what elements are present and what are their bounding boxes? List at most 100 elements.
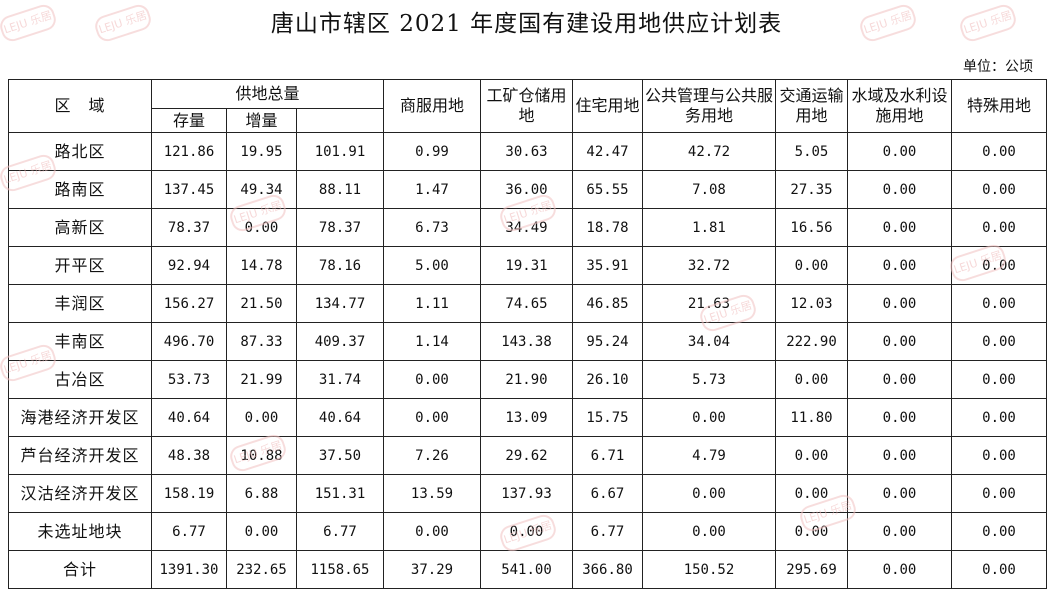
table-body: 路北区 121.86 19.95 101.91 0.99 30.63 42.47 42.72 5… [8,132,1047,589]
cell-region: 古冶区 [8,360,152,399]
cell-public: 34.04 [642,322,776,361]
cell-commercial: 0.00 [383,398,481,437]
cell-increase: 1158.65 [296,550,384,589]
cell-residential: 65.55 [572,170,643,209]
cell-increase: 88.11 [296,170,384,209]
header-commercial: 商服用地 [383,79,481,133]
cell-water: 0.00 [847,246,952,285]
table-row: 丰南区 496.70 87.33 409.37 1.14 143.38 95.24 34.04… [8,322,1047,361]
table-row: 丰润区 156.27 21.50 134.77 1.11 74.65 46.85 21.63 1… [8,284,1047,323]
cell-region: 合计 [8,550,152,589]
cell-public: 0.00 [642,512,776,551]
cell-increase: 101.91 [296,132,384,171]
cell-water: 0.00 [847,360,952,399]
page-title: 唐山市辖区 2021 年度国有建设用地供应计划表 [270,11,783,37]
cell-public: 42.72 [642,132,776,171]
table-row: 开平区 92.94 14.78 78.16 5.00 19.31 35.91 32.72 0.0… [8,246,1047,285]
cell-water: 0.00 [847,512,952,551]
table-row: 汉沽经济开发区 158.19 6.88 151.31 13.59 137.93 6.67 0.… [8,474,1047,513]
cell-water: 0.00 [847,322,952,361]
cell-special: 0.00 [951,322,1047,361]
cell-increase: 40.64 [296,398,384,437]
cell-industrial: 13.09 [480,398,573,437]
cell-industrial: 143.38 [480,322,573,361]
cell-commercial: 5.00 [383,246,481,285]
cell-special: 0.00 [951,550,1047,589]
cell-public: 150.52 [642,550,776,589]
header-increase: 增量 [226,108,297,133]
cell-residential: 95.24 [572,322,643,361]
cell-residential: 35.91 [572,246,643,285]
cell-industrial: 541.00 [480,550,573,589]
header-public: 公共管理与公共服务用地 [642,79,776,133]
table-row: 海港经济开发区 40.64 0.00 40.64 0.00 13.09 15.75 0.00 1… [8,398,1047,437]
table-row: 未选址地块 6.77 0.00 6.77 0.00 0.00 6.77 0.00 0.00 0.0… [8,512,1047,551]
cell-transport: 295.69 [775,550,848,589]
cell-special: 0.00 [951,360,1047,399]
cell-transport: 11.80 [775,398,848,437]
cell-increase: 6.77 [296,512,384,551]
cell-total: 158.19 [151,474,227,513]
cell-increase: 31.74 [296,360,384,399]
cell-residential: 366.80 [572,550,643,589]
cell-water: 0.00 [847,550,952,589]
cell-industrial: 21.90 [480,360,573,399]
header-transport: 交通运输用地 [775,79,848,133]
table-row: 合计 1391.30 232.65 1158.65 37.29 541.00 366.80 1… [8,550,1047,589]
cell-stock: 10.88 [226,436,297,475]
cell-public: 0.00 [642,398,776,437]
cell-water: 0.00 [847,284,952,323]
header-total: 供地总量 [151,79,384,109]
cell-region: 未选址地块 [8,512,152,551]
cell-commercial: 13.59 [383,474,481,513]
header-special: 特殊用地 [951,79,1047,133]
cell-region: 芦台经济开发区 [8,436,152,475]
cell-region: 开平区 [8,246,152,285]
cell-stock: 6.88 [226,474,297,513]
cell-total: 156.27 [151,284,227,323]
cell-commercial: 7.26 [383,436,481,475]
cell-special: 0.00 [951,284,1047,323]
cell-total: 1391.30 [151,550,227,589]
cell-residential: 46.85 [572,284,643,323]
cell-total: 6.77 [151,512,227,551]
cell-stock: 232.65 [226,550,297,589]
header-stock: 存量 [151,108,227,133]
cell-increase: 151.31 [296,474,384,513]
cell-industrial: 0.00 [480,512,573,551]
cell-total: 121.86 [151,132,227,171]
cell-transport: 27.35 [775,170,848,209]
cell-commercial: 1.47 [383,170,481,209]
cell-public: 32.72 [642,246,776,285]
cell-special: 0.00 [951,512,1047,551]
cell-increase: 134.77 [296,284,384,323]
cell-transport: 0.00 [775,360,848,399]
cell-special: 0.00 [951,208,1047,247]
cell-stock: 87.33 [226,322,297,361]
cell-transport: 0.00 [775,474,848,513]
cell-water: 0.00 [847,132,952,171]
cell-special: 0.00 [951,474,1047,513]
cell-public: 0.00 [642,474,776,513]
cell-residential: 26.10 [572,360,643,399]
cell-residential: 15.75 [572,398,643,437]
cell-region: 汉沽经济开发区 [8,474,152,513]
cell-industrial: 34.49 [480,208,573,247]
cell-stock: 14.78 [226,246,297,285]
cell-public: 4.79 [642,436,776,475]
cell-commercial: 1.11 [383,284,481,323]
cell-region: 高新区 [8,208,152,247]
cell-stock: 19.95 [226,132,297,171]
cell-residential: 6.67 [572,474,643,513]
table-row: 芦台经济开发区 48.38 10.88 37.50 7.26 29.62 6.71 4.79 0… [8,436,1047,475]
cell-increase: 78.37 [296,208,384,247]
cell-industrial: 19.31 [480,246,573,285]
cell-industrial: 36.00 [480,170,573,209]
cell-special: 0.00 [951,132,1047,171]
cell-region: 丰南区 [8,322,152,361]
cell-total: 137.45 [151,170,227,209]
cell-total: 92.94 [151,246,227,285]
cell-stock: 0.00 [226,512,297,551]
cell-total: 78.37 [151,208,227,247]
header-water: 水域及水利设施用地 [847,79,952,133]
